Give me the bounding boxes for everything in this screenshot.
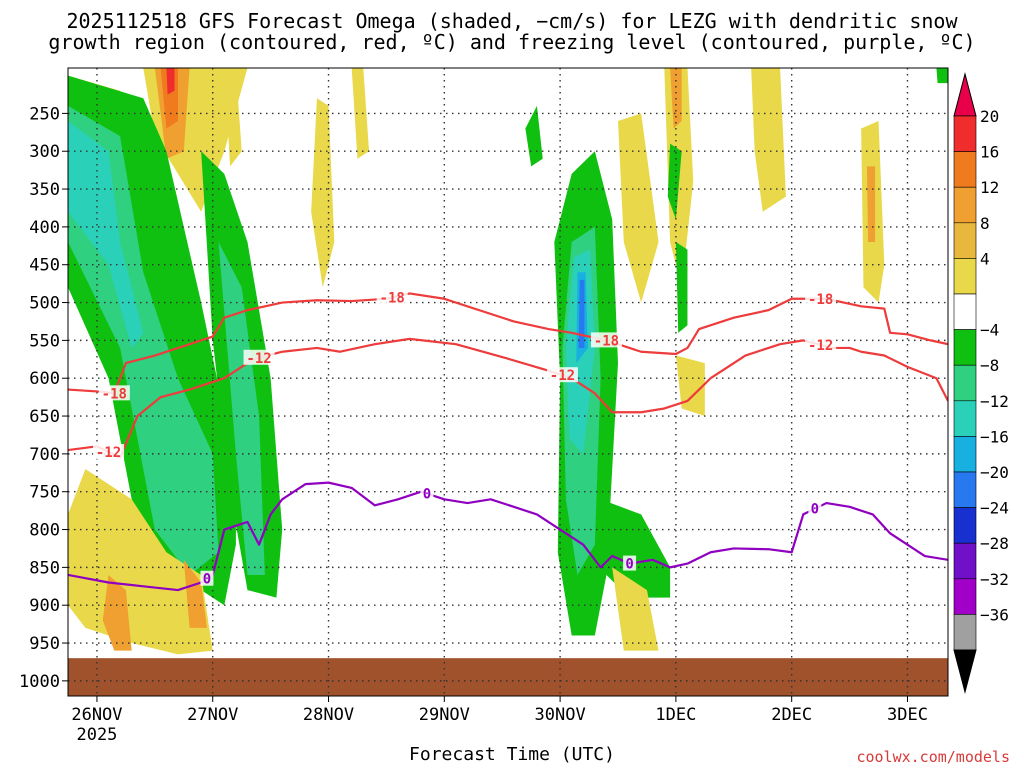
omega-region-34	[936, 68, 948, 84]
colorbar-label-10: −20	[980, 463, 1009, 482]
credit-text: coolwx.com/models	[856, 748, 1010, 766]
colorbar-label-3: 12	[980, 178, 999, 197]
colorbar-swatch-12	[953, 507, 977, 544]
x-tick-label-29nov: 29NOV	[419, 705, 470, 725]
colorbar-label-5: 4	[980, 249, 990, 268]
y-tick-label-1000: 1000	[19, 672, 60, 692]
y-tick-label-750: 750	[29, 483, 60, 503]
contour-label-minus18-4: -18	[808, 292, 833, 308]
colorbar-swatch-2	[953, 151, 977, 188]
omega-region-23	[612, 567, 659, 651]
y-tick-label-250: 250	[29, 104, 60, 124]
omega-region-29	[675, 355, 705, 417]
colorbar-swatch-15	[953, 614, 977, 651]
colorbar-label-14: −36	[980, 605, 1009, 624]
x-tick-label-30nov: 30NOV	[535, 705, 586, 725]
contour-label-minus18-1: -18	[102, 386, 127, 402]
y-tick-label-450: 450	[29, 256, 60, 276]
plot-frame	[67, 67, 949, 697]
x-tick-label-27nov: 27NOV	[187, 705, 238, 725]
contour-line-0	[68, 481, 948, 592]
omega-region-9	[68, 120, 144, 348]
colorbar-label-12: −28	[980, 534, 1009, 553]
omega-region-16	[351, 68, 370, 159]
omega-region-12	[68, 469, 213, 655]
colorbar-swatch-13	[953, 542, 977, 580]
y-tick-label-400: 400	[29, 218, 60, 238]
y-tick-label-500: 500	[29, 294, 60, 314]
colorbar-swatch-1	[953, 115, 977, 152]
contour-label-0-3: 0	[625, 557, 633, 573]
contour-label-0-2: 0	[423, 487, 431, 503]
y-tick-label-600: 600	[29, 369, 60, 389]
x-axis-label: Forecast Time (UTC)	[409, 744, 615, 765]
omega-region-11	[218, 242, 265, 575]
omega-region-5	[166, 68, 175, 95]
x-tick-sublabel-year: 2025	[76, 725, 117, 745]
chart-title: 2025112518 GFS Forecast Omega (shaded, −…	[66, 9, 958, 33]
colorbar-swatch-4	[953, 222, 977, 259]
colorbar-swatch-6	[953, 293, 977, 330]
colorbar-swatch-5	[953, 258, 977, 295]
omega-region-6	[224, 68, 242, 167]
contour-label-minus12-1: -12	[96, 445, 121, 461]
omega-region-24	[525, 105, 543, 167]
y-tick-label-550: 550	[29, 331, 60, 351]
ground-band	[68, 658, 948, 696]
contour-label-minus12-3: -12	[550, 368, 575, 384]
colorbar-swatch-9	[953, 400, 977, 437]
x-tick-label-3dec: 3DEC	[887, 705, 928, 725]
contour-group: -18 -18 -18 -18 -12 -12 -12 -12 0 0 0 0	[68, 289, 948, 592]
contour-line-minus18	[68, 292, 948, 395]
x-tick-label-28nov: 28NOV	[303, 705, 354, 725]
chart-subtitle: growth region (contoured, red, ºC) and f…	[48, 30, 976, 54]
colorbar-swatch-8	[953, 364, 977, 402]
x-tick-label-26nov: 26NOV	[71, 705, 122, 725]
omega-region-13	[102, 574, 132, 651]
omega-shading	[68, 68, 948, 696]
colorbar-label-4: 8	[980, 214, 990, 233]
x-tick-label-2dec: 2DEC	[771, 705, 812, 725]
omega-region-21	[578, 279, 585, 348]
y-tick-label-350: 350	[29, 180, 60, 200]
colorbar-top-arrow	[953, 72, 977, 117]
contour-label-minus18-2: -18	[380, 290, 405, 306]
colorbar-swatch-3	[953, 186, 977, 224]
contour-label-0-1: 0	[203, 572, 211, 588]
colorbar-label-8: −12	[980, 392, 1009, 411]
contour-label-minus12-4: -12	[808, 338, 833, 354]
colorbar-label-11: −24	[980, 499, 1009, 518]
colorbar-bottom-arrow	[953, 649, 977, 694]
y-tick-label-950: 950	[29, 634, 60, 654]
colorbar-swatch-7	[953, 329, 977, 366]
y-tick-label-850: 850	[29, 558, 60, 578]
colorbar-label-2: 16	[980, 143, 999, 162]
colorbar-swatch-10	[953, 436, 977, 473]
colorbar-label-6: −4	[980, 321, 999, 340]
x-tick-label-1dec: 1DEC	[655, 705, 696, 725]
colorbar-swatch-14	[953, 578, 977, 615]
colorbar-label-9: −16	[980, 427, 1009, 446]
colorbar-label-1: 20	[980, 107, 999, 126]
omega-region-33	[866, 166, 876, 243]
omega-region-25	[618, 113, 659, 303]
omega-region-31	[675, 242, 688, 333]
contour-label-minus18-3: -18	[594, 333, 619, 349]
y-tick-label-650: 650	[29, 407, 60, 427]
contour-label-0-4: 0	[811, 502, 819, 518]
omega-region-28	[667, 143, 682, 220]
contour-line-minus12	[68, 337, 948, 459]
y-tick-label-900: 900	[29, 596, 60, 616]
omega-region-14	[183, 559, 207, 628]
colorbar-label-13: −32	[980, 570, 1009, 589]
omega-region-15	[311, 98, 335, 288]
colorbar-swatch-11	[953, 471, 977, 508]
contour-label-minus12-2: -12	[246, 351, 271, 367]
colorbar-label-7: −8	[980, 356, 999, 375]
y-tick-label-800: 800	[29, 521, 60, 541]
y-tick-label-700: 700	[29, 445, 60, 465]
omega-region-30	[751, 68, 786, 212]
y-tick-label-300: 300	[29, 142, 60, 162]
